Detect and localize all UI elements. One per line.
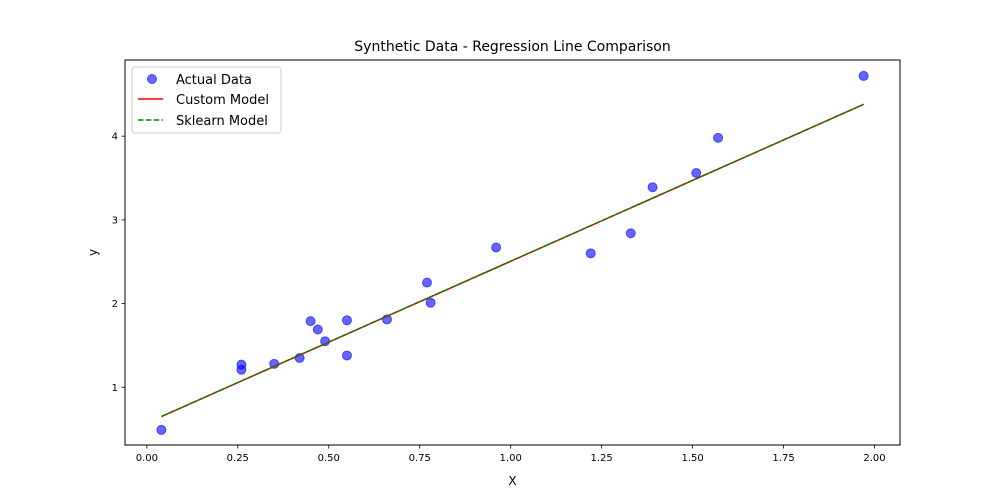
- data-point: [341, 350, 352, 361]
- data-point: [305, 316, 316, 327]
- regression-line-sklearn-model: [161, 103, 864, 418]
- x-tick-label: 2.00: [863, 453, 885, 464]
- x-tick-label: 0.25: [227, 453, 249, 464]
- y-axis-ticks: 1 2 3 4: [112, 132, 125, 394]
- legend-label-sklearn-model: Sklearn Model: [176, 114, 268, 129]
- x-tick-label: 1.50: [681, 453, 703, 464]
- data-point: [341, 315, 352, 326]
- x-tick-label: 0.75: [409, 453, 431, 464]
- data-point: [156, 424, 167, 435]
- legend-box: [131, 66, 282, 134]
- legend-label-custom-model: Custom Model: [176, 93, 269, 108]
- y-axis-label: y: [86, 249, 100, 256]
- y-tick-label: 4: [112, 132, 118, 143]
- axes-frame: [124, 59, 901, 446]
- x-tick-label: 1.25: [591, 453, 613, 464]
- x-axis-ticks: 0.00 0.25 0.50 0.75 1.00 1.25 1.50 1.75 2.00: [136, 445, 886, 464]
- data-point: [312, 324, 323, 335]
- plot-area: [156, 70, 869, 435]
- data-point: [491, 242, 502, 253]
- chart-title: Synthetic Data - Regression Line Compari…: [354, 39, 670, 55]
- data-point: [585, 248, 596, 259]
- y-tick-label: 3: [112, 215, 118, 226]
- data-point: [647, 182, 658, 193]
- data-point: [236, 359, 247, 370]
- x-tick-label: 1.00: [500, 453, 522, 464]
- x-tick-label: 1.75: [772, 453, 794, 464]
- data-point: [691, 167, 702, 178]
- y-tick-label: 2: [112, 299, 118, 310]
- data-point: [425, 297, 436, 308]
- data-point: [625, 228, 636, 239]
- y-tick-label: 1: [112, 383, 118, 394]
- legend-label-actual-data: Actual Data: [176, 73, 252, 88]
- x-tick-label: 0.50: [318, 453, 340, 464]
- data-point: [713, 132, 724, 143]
- data-point: [858, 70, 869, 81]
- legend: Actual Data Custom Model Sklearn Model: [131, 66, 282, 134]
- legend-scatter-marker: [147, 74, 157, 84]
- x-tick-label: 0.00: [136, 453, 158, 464]
- x-axis-label: X: [508, 474, 516, 488]
- data-point: [421, 277, 432, 288]
